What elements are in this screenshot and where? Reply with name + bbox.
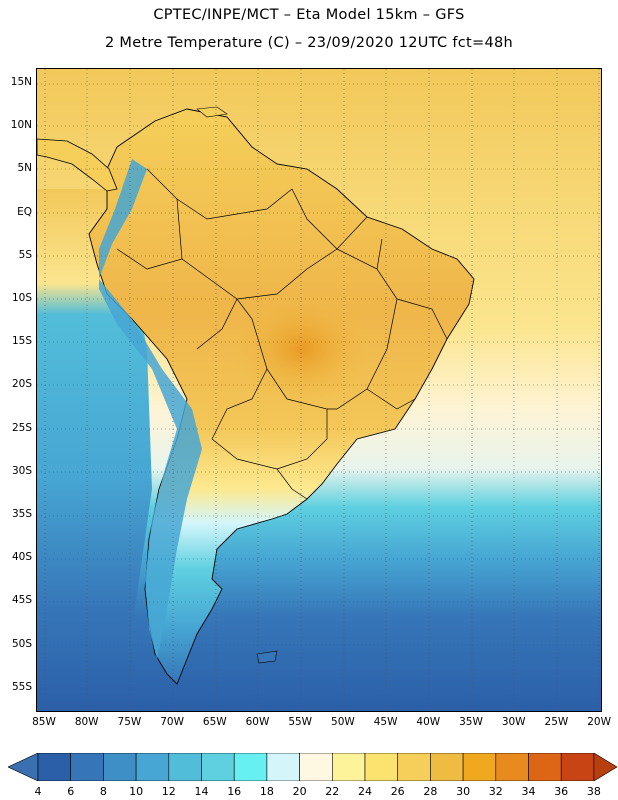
heat-core xyxy=(232,294,372,404)
colorbar-label: 30 xyxy=(456,785,471,798)
colorbar-high-arrow xyxy=(593,753,618,781)
colorbar-label: 6 xyxy=(67,785,75,798)
falkland-islands xyxy=(256,650,278,664)
colorbar-segment xyxy=(233,753,268,781)
colorbar-label: 24 xyxy=(358,785,372,798)
lat-label: 20S xyxy=(11,378,32,391)
map-subtitle: 2 Metre Temperature (C) – 23/09/2020 12U… xyxy=(104,35,514,51)
lon-label: 25W xyxy=(544,716,569,728)
central-america xyxy=(37,138,118,192)
lon-label: 50W xyxy=(331,716,355,728)
colorbar-segment xyxy=(364,753,399,781)
colorbar-segment xyxy=(266,753,300,781)
lon-label: 70W xyxy=(160,716,184,728)
colorbar-low-arrow xyxy=(8,753,39,781)
lon-label: 40W xyxy=(416,716,441,728)
temperature-map xyxy=(36,68,602,712)
colorbar-segment xyxy=(430,753,464,781)
lon-label: 85W xyxy=(32,716,56,728)
colorbar-label: 10 xyxy=(129,785,144,798)
map-title: CPTEC/INPE/MCT – Eta Model 15km – GFS xyxy=(153,7,465,23)
lon-label: 30W xyxy=(501,716,526,728)
lat-label: 35S xyxy=(11,508,32,520)
colorbar-label: 14 xyxy=(194,785,209,798)
lat-label: 30S xyxy=(11,464,32,477)
colorbar-segment xyxy=(397,753,431,781)
colorbar-label: 12 xyxy=(161,785,176,798)
lon-label: 55W xyxy=(288,716,313,728)
colorbar-label: 18 xyxy=(259,785,274,798)
colorbar-segment xyxy=(495,753,529,781)
lat-label: 15N xyxy=(10,76,32,88)
lat-label: 10N xyxy=(10,119,32,132)
caribbean-island xyxy=(196,106,228,118)
colorbar-label: 38 xyxy=(586,785,601,798)
graticule xyxy=(37,69,601,711)
colorbar-segment xyxy=(135,753,170,781)
lon-label: 45W xyxy=(373,716,398,728)
lon-label: 80W xyxy=(74,716,99,728)
colorbar-segment xyxy=(201,753,235,781)
colorbar-label: 4 xyxy=(34,785,42,798)
lon-label: 75W xyxy=(117,716,142,728)
colorbar-label: 32 xyxy=(488,785,503,798)
colorbar-label: 36 xyxy=(554,785,569,798)
andes-cold-band xyxy=(99,159,202,659)
colorbar-segment xyxy=(462,753,497,781)
lat-label: 40S xyxy=(11,551,32,564)
colorbar-label: 8 xyxy=(99,785,107,798)
colorbar-label: 20 xyxy=(292,785,307,798)
colorbar-segment xyxy=(168,753,202,781)
colorbar-label: 16 xyxy=(227,785,242,798)
lat-label: 50S xyxy=(11,637,32,650)
lat-label: 15S xyxy=(11,335,32,348)
lat-label: 5S xyxy=(18,248,32,261)
temperature-colorbar xyxy=(8,753,618,781)
lat-label: 45S xyxy=(11,594,32,607)
colorbar-segment xyxy=(70,753,104,781)
colorbar-segment xyxy=(528,753,562,781)
lon-label: 65W xyxy=(202,716,227,728)
lon-label: 60W xyxy=(245,716,270,728)
colorbar-segment xyxy=(103,753,137,781)
colorbar-segment xyxy=(37,753,72,781)
colorbar-label: 34 xyxy=(521,785,536,798)
lat-label: 25S xyxy=(11,421,32,434)
lat-label: EQ xyxy=(17,205,32,218)
country-borders xyxy=(116,168,448,500)
lat-label: 55S xyxy=(11,680,32,693)
lon-label: 35W xyxy=(459,716,483,728)
lat-label: 5N xyxy=(17,162,32,175)
colorbar-label: 26 xyxy=(390,785,405,798)
colorbar-label: 22 xyxy=(325,785,340,798)
lat-label: 10S xyxy=(11,292,32,304)
colorbar-segment xyxy=(299,753,333,781)
colorbar-label: 28 xyxy=(423,785,438,798)
colorbar-segment xyxy=(560,753,595,781)
colorbar-segment xyxy=(331,753,366,781)
lon-label: 20W xyxy=(587,716,611,728)
